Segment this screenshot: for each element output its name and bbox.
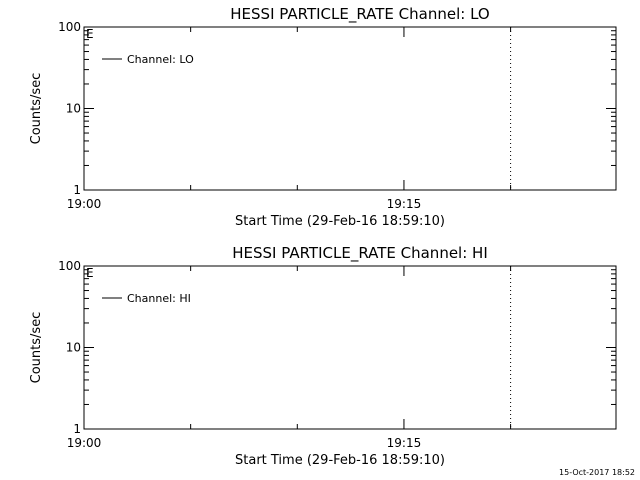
plot-frame — [83, 265, 617, 430]
y-tick-label: 1 — [73, 183, 81, 197]
y-tick-label: 100 — [58, 259, 81, 273]
y-tick-label: 10 — [66, 341, 81, 355]
x-axis-label: Start Time (29-Feb-16 18:59:10) — [235, 214, 445, 229]
y-tick-label: 1 — [73, 422, 81, 436]
legend-label: Channel: HI — [127, 292, 191, 305]
footer-timestamp: 15-Oct-2017 18:52 — [559, 468, 635, 477]
x-tick-label: 19:00 — [67, 197, 102, 211]
y-tick-label: 100 — [58, 20, 81, 34]
plot-frame — [83, 26, 617, 191]
chart-title: HESSI PARTICLE_RATE Channel: HI — [232, 244, 488, 263]
x-axis-label: Start Time (29-Feb-16 18:59:10) — [235, 453, 445, 468]
x-tick-label: 19:15 — [387, 197, 422, 211]
legend-label: Channel: LO — [127, 53, 194, 66]
y-axis-label: Counts/sec — [29, 312, 44, 384]
x-tick-label: 19:15 — [387, 436, 422, 450]
y-axis-label: Counts/sec — [29, 73, 44, 145]
y-tick-label: 10 — [66, 102, 81, 116]
marker-label: E — [86, 27, 94, 41]
chart-title: HESSI PARTICLE_RATE Channel: LO — [230, 5, 489, 24]
marker-label: E — [86, 266, 94, 280]
x-tick-label: 19:00 — [67, 436, 102, 450]
